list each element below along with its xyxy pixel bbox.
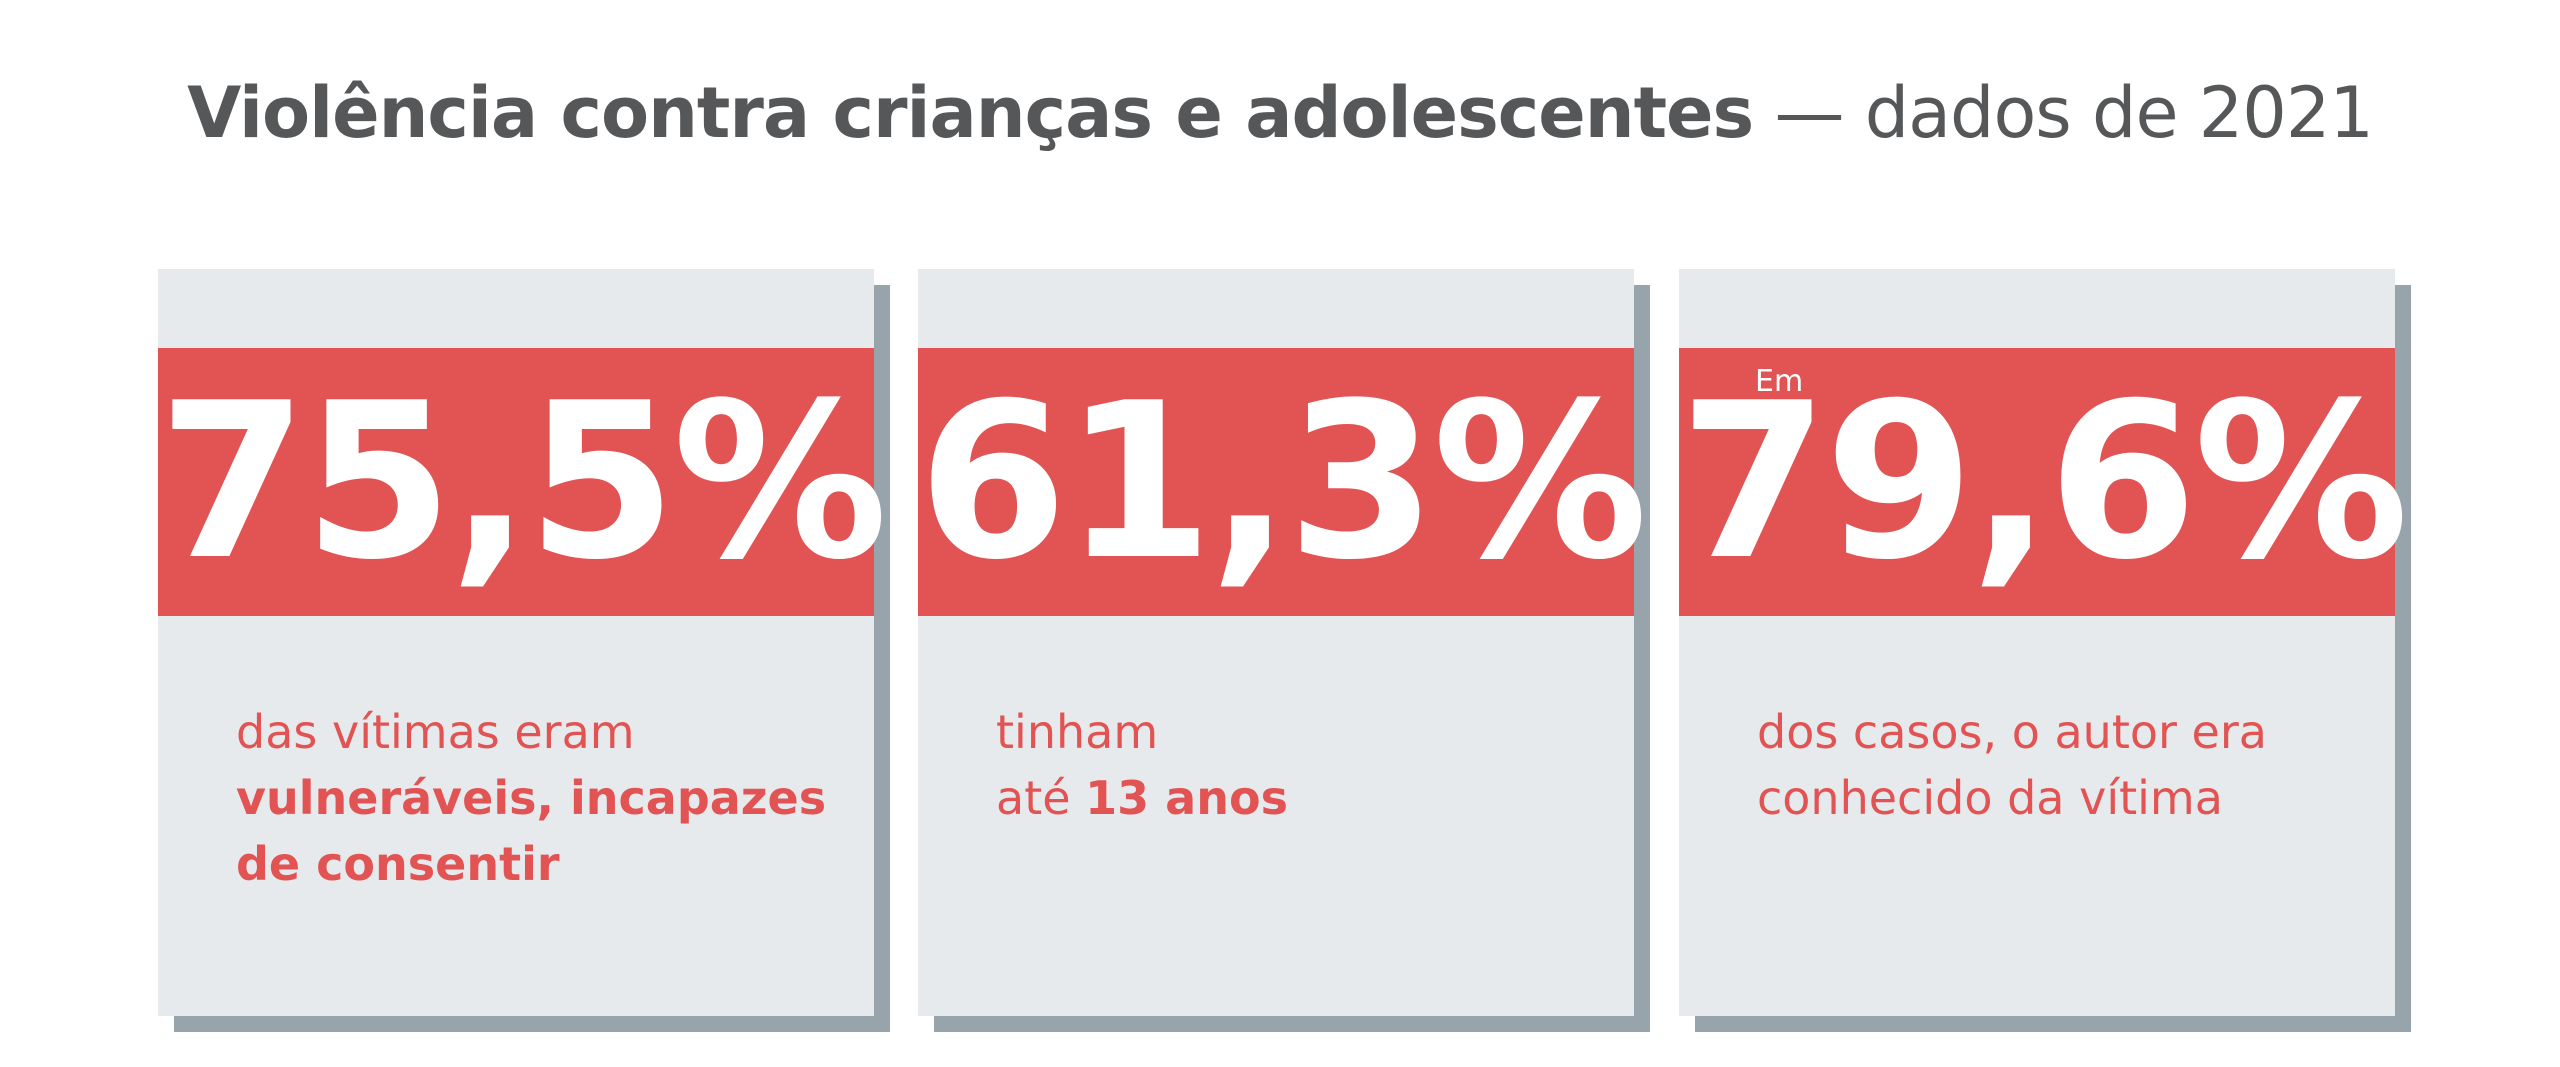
stat-card-1: 75,5% das vítimas eram vulneráveis, inca… — [158, 269, 888, 1016]
page-title: Violência contra crianças e adolescentes… — [0, 72, 2560, 154]
desc-line-bold: de consentir — [236, 837, 560, 891]
desc-line: tinham — [996, 705, 1159, 759]
stat-band: Em 79,6% — [1679, 348, 2409, 616]
stat-value: 79,6% — [1679, 356, 2409, 607]
desc-line-bold: 13 anos — [1085, 771, 1288, 825]
stat-card-3: Em 79,6% dos casos, o autor era conhecid… — [1679, 269, 2409, 1016]
stat-card-2: 61,3% tinham até 13 anos — [918, 269, 1648, 1016]
stat-value: 75,5% — [158, 356, 888, 607]
title-bold: Violência contra crianças e adolescentes — [187, 72, 1754, 154]
desc-line: conhecido da vítima — [1757, 771, 2223, 825]
stat-band: 61,3% — [918, 348, 1648, 616]
desc-line: das vítimas eram — [236, 705, 635, 759]
desc-line-bold: vulneráveis, incapazes — [236, 771, 827, 825]
stat-band: 75,5% — [158, 348, 888, 616]
desc-line: até — [996, 771, 1086, 825]
title-light: — dados de 2021 — [1774, 72, 2373, 154]
stat-description: dos casos, o autor era conhecido da víti… — [1757, 699, 2267, 831]
stat-description: das vítimas eram vulneráveis, incapazes … — [236, 699, 826, 897]
stat-description: tinham até 13 anos — [996, 699, 1288, 831]
desc-line: dos casos, o autor era — [1757, 705, 2267, 759]
stat-value: 61,3% — [918, 356, 1648, 607]
stat-prefix: Em — [1755, 364, 1804, 399]
